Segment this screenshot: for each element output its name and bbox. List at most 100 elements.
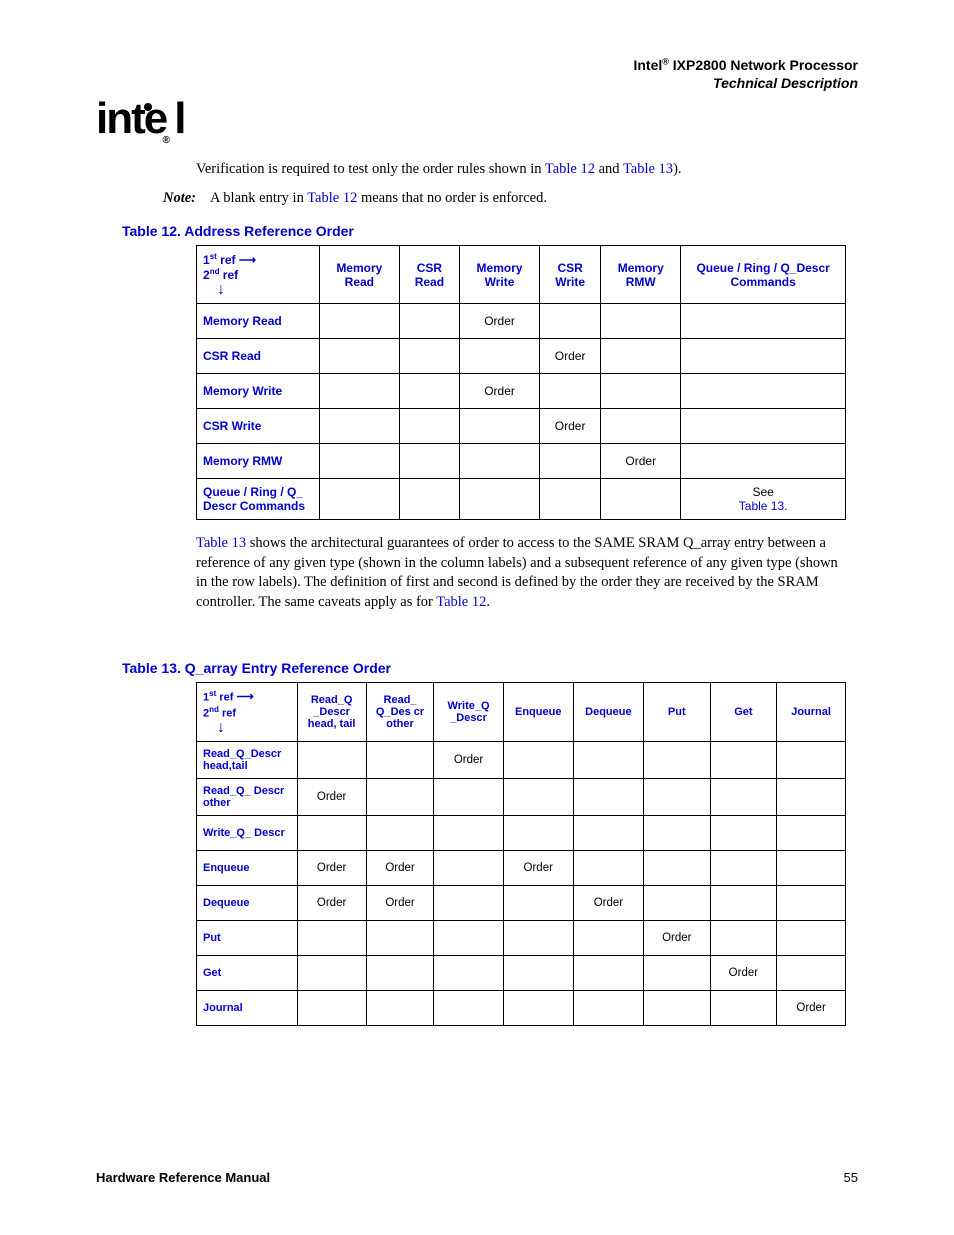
table-row: Memory RMWOrder	[197, 444, 846, 479]
mid-link1[interactable]: Table 13	[196, 535, 246, 551]
table-row: CSR WriteOrder	[197, 409, 846, 444]
table-row: GetOrder	[197, 956, 846, 991]
row-header: Journal	[197, 991, 298, 1026]
registered-mark: ®	[662, 56, 669, 66]
table12: 1st ref ⟶ 2nd ref ↓ Memory Read CSR Read…	[196, 245, 846, 520]
t12-col-3: CSR Write	[540, 245, 601, 303]
intro-paragraph: Verification is required to test only th…	[196, 160, 852, 180]
table-cell	[643, 779, 710, 816]
table12-caption: Table 12. Address Reference Order	[122, 223, 858, 239]
table-cell	[777, 851, 846, 886]
table-cell	[320, 479, 400, 520]
table-row: Memory ReadOrder	[197, 304, 846, 339]
logo-text: intel	[96, 94, 184, 143]
table13-caption: Table 13. Q_array Entry Reference Order	[122, 660, 858, 676]
row-header: Enqueue	[197, 851, 298, 886]
table-cell	[366, 742, 434, 779]
table-cell	[681, 444, 846, 479]
table-cell	[643, 991, 710, 1026]
table-cell	[297, 991, 366, 1026]
row-header: CSR Write	[197, 409, 320, 444]
table-cell	[434, 956, 503, 991]
table-cell: Order	[710, 956, 777, 991]
intro-a: Verification is required to test only th…	[196, 161, 545, 177]
footer-page-number: 55	[844, 1170, 858, 1185]
arrow-right-icon: ⟶	[239, 253, 256, 267]
table-cell: Order	[573, 886, 643, 921]
table-row: Read_Q_ Descr otherOrder	[197, 779, 846, 816]
t12-col-5: Queue / Ring / Q_Descr Commands	[681, 245, 846, 303]
table-cell: Order	[297, 779, 366, 816]
table-cell	[503, 886, 573, 921]
mid-b: .	[486, 594, 490, 610]
table-cell	[297, 921, 366, 956]
table-cell	[503, 779, 573, 816]
table-cell	[710, 816, 777, 851]
table-cell	[601, 339, 681, 374]
table-cell	[777, 779, 846, 816]
table-cell	[434, 921, 503, 956]
page-footer: Hardware Reference Manual 55	[96, 1170, 858, 1185]
t12-col-1: CSR Read	[399, 245, 459, 303]
table-cell: Order	[366, 851, 434, 886]
table-cell	[573, 921, 643, 956]
table12-corner: 1st ref ⟶ 2nd ref ↓	[197, 245, 320, 303]
table-cell: Order	[540, 339, 601, 374]
row-header: CSR Read	[197, 339, 320, 374]
intel-logo: intel®	[96, 94, 190, 144]
table-cell	[710, 991, 777, 1026]
cell-link[interactable]: Table 13	[739, 499, 784, 513]
link-table13[interactable]: Table 13	[623, 161, 673, 177]
table-cell	[777, 921, 846, 956]
table-cell	[710, 742, 777, 779]
row-header: Read_Q_ Descr other	[197, 779, 298, 816]
note-link[interactable]: Table 12	[307, 190, 357, 206]
table-cell: See Table 13.	[681, 479, 846, 520]
table-cell	[366, 956, 434, 991]
logo-registered: ®	[162, 135, 167, 146]
mid-paragraph: Table 13 shows the architectural guarant…	[196, 534, 852, 612]
table-cell	[460, 409, 540, 444]
table-cell	[681, 374, 846, 409]
note-row: Note: A blank entry in Table 12 means th…	[96, 190, 858, 207]
table-cell	[503, 991, 573, 1026]
table-cell	[681, 304, 846, 339]
table-cell	[297, 816, 366, 851]
table-cell	[540, 304, 601, 339]
table-cell	[540, 444, 601, 479]
table-row: Queue / Ring / Q_ Descr CommandsSee Tabl…	[197, 479, 846, 520]
table-cell	[503, 921, 573, 956]
table-cell	[643, 956, 710, 991]
header-product: IXP2800 Network Processor	[669, 57, 858, 73]
table-cell	[460, 339, 540, 374]
t13-col-1: Read_ Q_Des cr other	[366, 683, 434, 742]
row-header: Memory RMW	[197, 444, 320, 479]
table-cell	[320, 339, 400, 374]
link-table12[interactable]: Table 12	[545, 161, 595, 177]
table-cell	[434, 851, 503, 886]
table-cell: Order	[460, 374, 540, 409]
table-cell: Order	[503, 851, 573, 886]
table-cell	[643, 886, 710, 921]
table-row: Memory Write Order	[197, 374, 846, 409]
table-cell	[573, 956, 643, 991]
row-header: Memory Write	[197, 374, 320, 409]
footer-left: Hardware Reference Manual	[96, 1170, 270, 1185]
table-cell	[643, 742, 710, 779]
table-cell	[366, 991, 434, 1026]
table-cell	[540, 374, 601, 409]
table-cell	[681, 339, 846, 374]
intro-b: and	[595, 161, 623, 177]
table-cell	[777, 816, 846, 851]
table-cell	[460, 444, 540, 479]
table-row: DequeueOrderOrderOrder	[197, 886, 846, 921]
intro-c: ).	[673, 161, 681, 177]
table-cell: Order	[366, 886, 434, 921]
table-cell	[601, 374, 681, 409]
table13-corner: 1st ref ⟶ 2nd ref ↓	[197, 683, 298, 742]
note-label: Note:	[136, 190, 196, 207]
table-cell	[399, 409, 459, 444]
mid-link2[interactable]: Table 12	[436, 594, 486, 610]
table-cell	[399, 339, 459, 374]
table-cell	[503, 956, 573, 991]
